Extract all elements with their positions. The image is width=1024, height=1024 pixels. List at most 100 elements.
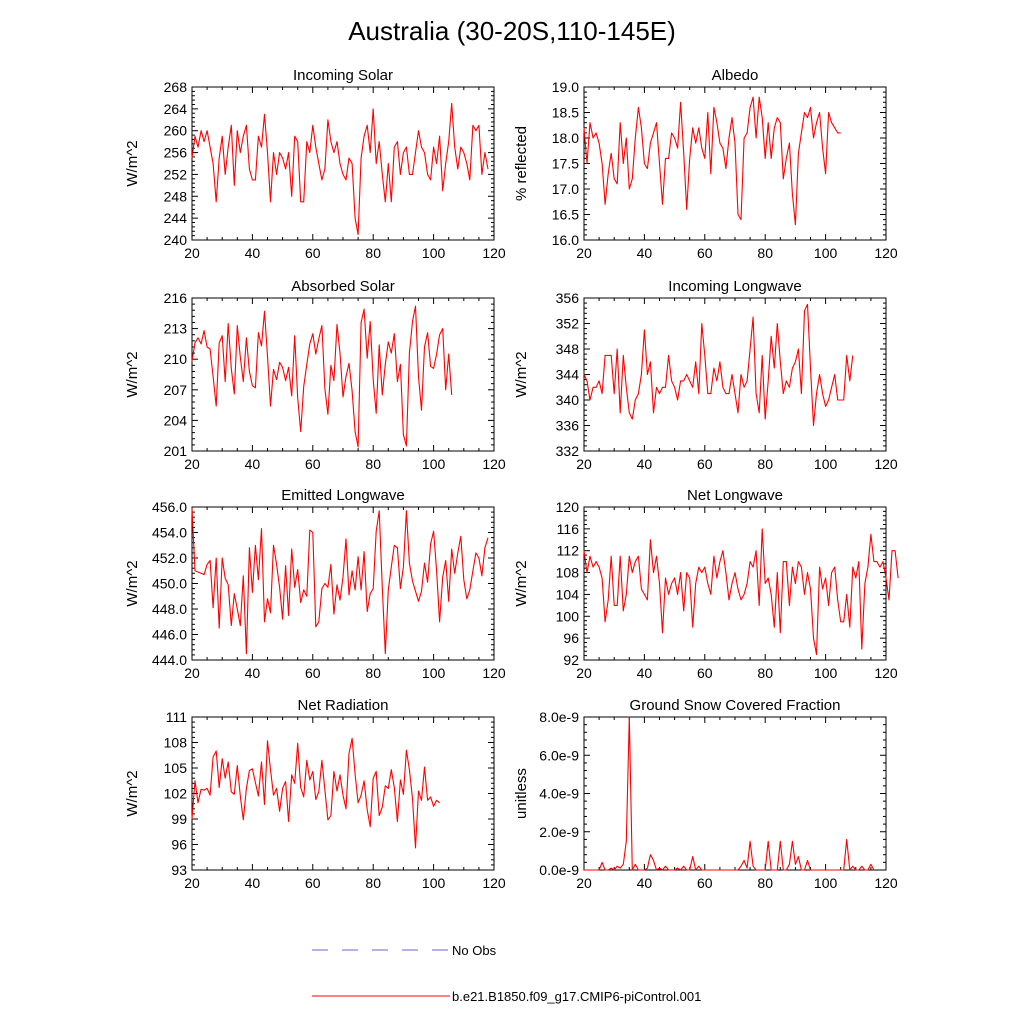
net-longwave-x-tick-label: 20 [576,665,592,681]
net-radiation-y-tick-label: 93 [171,862,187,878]
absorbed-solar-y-axis-label: W/m^2 [124,351,141,397]
ground-snow-covered-fraction-y-tick-label: 0.0e-9 [539,862,579,878]
incoming-solar-y-axis-label: W/m^2 [124,140,141,186]
ground-snow-covered-fraction-x-tick-label: 120 [874,875,898,891]
ground-snow-covered-fraction-y-tick-label: 4.0e-9 [539,786,579,802]
net-radiation-series-line [191,737,440,849]
ground-snow-covered-fraction-y-tick-label: 2.0e-9 [539,824,579,840]
incoming-longwave-x-tick-label: 120 [874,456,898,472]
ground-snow-covered-fraction-x-tick-label: 40 [637,875,653,891]
albedo-x-tick-label: 120 [874,245,898,261]
absorbed-solar-x-tick-label: 60 [305,456,321,472]
incoming-solar-series-line [191,102,489,236]
emitted-longwave-x-tick-label: 80 [365,665,381,681]
albedo-y-axis-label: % reflected [513,126,530,201]
panel-net-longwave: Net Longwave 20 40 60 80 100 120 92 96 100 104 108 1… [513,487,899,681]
ground-snow-covered-fraction-x-tick-label: 100 [814,875,838,891]
incoming-solar-y-tick-label: 264 [164,101,188,117]
emitted-longwave-x-tick-label: 60 [305,665,321,681]
absorbed-solar-y-tick-label: 201 [164,443,188,459]
incoming-solar-x-tick-label: 20 [184,245,200,261]
net-radiation-y-tick-label: 96 [171,837,187,853]
net-longwave-y-axis-label: W/m^2 [513,560,530,606]
emitted-longwave-y-axis-label: W/m^2 [124,560,141,606]
incoming-solar-x-tick-label: 80 [365,245,381,261]
net-longwave-y-tick-label: 108 [556,565,580,581]
absorbed-solar-x-tick-label: 20 [184,456,200,472]
incoming-longwave-y-axis-label: W/m^2 [513,351,530,397]
emitted-longwave-title: Emitted Longwave [281,487,404,504]
absorbed-solar-title: Absorbed Solar [291,278,394,295]
albedo-title: Albedo [712,67,759,84]
net-longwave-x-tick-label: 60 [697,665,713,681]
ground-snow-covered-fraction-y-tick-label: 8.0e-9 [539,709,579,725]
incoming-longwave-y-tick-label: 336 [556,418,580,434]
absorbed-solar-x-tick-label: 40 [245,456,261,472]
figure-title: Australia (30-20S,110-145E) [348,16,676,46]
emitted-longwave-x-tick-label: 100 [422,665,446,681]
incoming-solar-y-tick-label: 260 [164,123,188,139]
incoming-solar-y-tick-label: 268 [164,79,188,95]
emitted-longwave-y-tick-label: 448.0 [152,601,187,617]
net-radiation-x-tick-label: 40 [245,875,261,891]
net-longwave-y-tick-label: 92 [563,652,579,668]
net-longwave-y-tick-label: 96 [563,630,579,646]
incoming-solar-y-tick-label: 256 [164,145,188,161]
incoming-longwave-y-tick-label: 332 [556,443,580,459]
albedo-y-tick-label: 17.0 [552,181,579,197]
net-radiation-y-tick-label: 105 [164,760,188,776]
net-radiation-x-tick-label: 80 [365,875,381,891]
legend: No Obs b.e21.B1850.f09_g17.CMIP6-piContr… [312,943,701,1004]
emitted-longwave-y-tick-label: 454.0 [152,525,187,541]
legend-model-label: b.e21.B1850.f09_g17.CMIP6-piControl.001 [452,989,701,1004]
incoming-longwave-x-tick-label: 40 [637,456,653,472]
net-longwave-y-tick-label: 112 [557,543,580,559]
incoming-longwave-x-tick-label: 60 [697,456,713,472]
incoming-longwave-x-tick-label: 80 [757,456,773,472]
incoming-solar-x-tick-label: 100 [422,245,446,261]
absorbed-solar-y-tick-label: 216 [164,290,188,306]
incoming-solar-x-tick-label: 40 [245,245,261,261]
net-radiation-y-tick-label: 111 [166,709,187,725]
net-longwave-y-tick-label: 100 [556,608,580,624]
emitted-longwave-plot-frame [191,506,495,661]
panel-emitted-longwave: Emitted Longwave 20 40 60 80 100 120 444.0 446.0… [124,487,506,681]
albedo-plot-frame [583,86,887,241]
legend-obs-label: No Obs [452,943,497,958]
absorbed-solar-x-tick-label: 100 [422,456,446,472]
net-longwave-series-line [583,528,899,656]
absorbed-solar-y-tick-label: 210 [164,351,188,367]
incoming-longwave-y-tick-label: 356 [556,290,580,306]
ground-snow-covered-fraction-x-tick-label: 20 [576,875,592,891]
panel-incoming-solar: Incoming Solar 20 40 60 80 100 120 240 244 248 252… [124,67,506,261]
incoming-longwave-y-tick-label: 352 [556,316,580,332]
absorbed-solar-y-tick-label: 207 [164,382,188,398]
ground-snow-covered-fraction-series-line [584,716,875,871]
incoming-solar-x-tick-label: 60 [305,245,321,261]
absorbed-solar-x-tick-label: 120 [482,456,506,472]
net-longwave-title: Net Longwave [687,487,783,504]
albedo-y-tick-label: 18.5 [552,105,579,121]
albedo-y-tick-label: 17.5 [552,156,579,172]
net-longwave-plot-frame [583,506,887,661]
incoming-solar-y-tick-label: 244 [164,210,188,226]
albedo-x-tick-label: 20 [576,245,592,261]
incoming-solar-y-tick-label: 252 [164,166,188,182]
net-radiation-y-tick-label: 102 [164,786,188,802]
albedo-x-tick-label: 100 [814,245,838,261]
incoming-longwave-plot-frame [583,297,887,452]
net-longwave-x-tick-label: 100 [814,665,838,681]
incoming-longwave-x-tick-label: 20 [576,456,592,472]
albedo-x-tick-label: 60 [697,245,713,261]
incoming-solar-title: Incoming Solar [293,67,393,84]
emitted-longwave-x-tick-label: 120 [482,665,506,681]
albedo-x-tick-label: 80 [757,245,773,261]
net-radiation-x-tick-label: 120 [482,875,506,891]
net-longwave-y-tick-label: 104 [556,586,580,602]
emitted-longwave-y-tick-label: 452.0 [152,550,187,566]
net-longwave-x-tick-label: 120 [874,665,898,681]
net-radiation-y-tick-label: 108 [164,735,188,751]
net-longwave-y-tick-label: 120 [556,499,580,515]
panel-absorbed-solar: Absorbed Solar 20 40 60 80 100 120 201 204 207 210… [124,278,506,472]
absorbed-solar-series-line [191,305,453,448]
